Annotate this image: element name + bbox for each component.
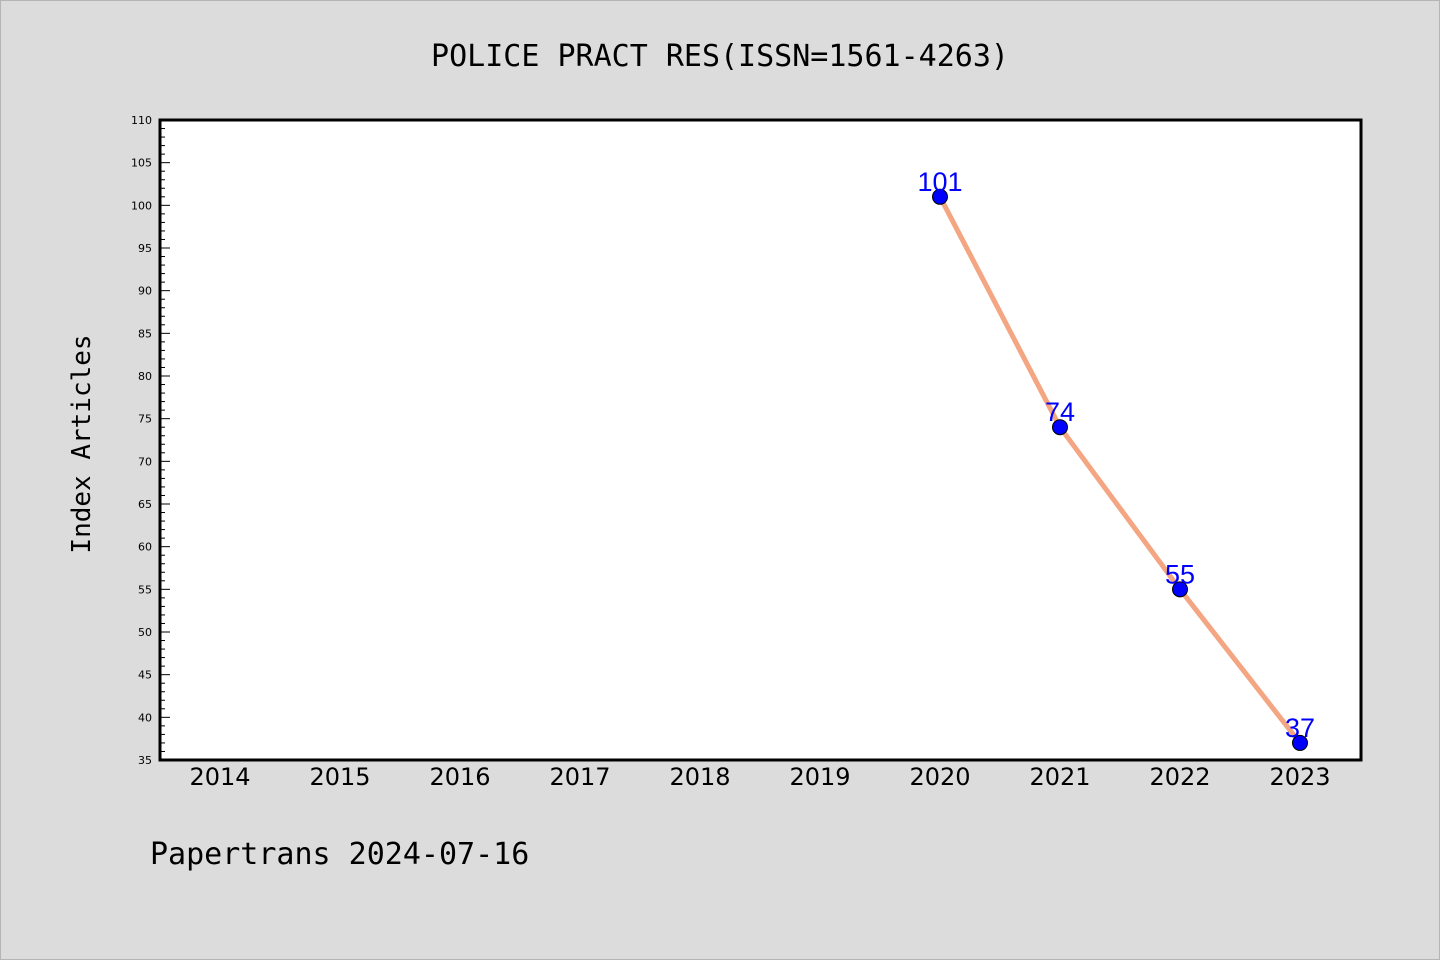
y-tick-label: 90 <box>138 285 152 298</box>
y-tick-label: 80 <box>138 370 152 383</box>
y-tick-label: 60 <box>138 541 152 554</box>
data-point <box>932 188 948 205</box>
plot-border <box>158 118 1363 762</box>
data-label: 55 <box>1165 559 1195 589</box>
chart-title: POLICE PRACT RES(ISSN=1561-4263) <box>431 39 1009 74</box>
x-axis-ticks: 2014 2015 2016 2017 2018 2019 2020 2021 2022 2023 <box>189 763 1330 791</box>
x-tick-label: 2016 <box>429 763 490 791</box>
x-tick-label: 2019 <box>789 763 850 791</box>
x-tick-label: 2020 <box>909 763 970 791</box>
y-tick-label: 95 <box>138 242 152 255</box>
footer-watermark: Papertrans 2024-07-16 <box>150 837 529 872</box>
data-point <box>1292 734 1308 751</box>
x-tick-label: 2018 <box>669 763 730 791</box>
x-tick-label: 2023 <box>1269 763 1330 791</box>
y-tick-label: 75 <box>138 413 152 426</box>
data-point <box>1172 581 1188 598</box>
y-tick-label: 50 <box>138 626 152 639</box>
y-tick-label: 45 <box>138 669 152 682</box>
y-tick-label: 35 <box>138 754 152 767</box>
x-tick-label: 2015 <box>309 763 370 791</box>
plot-area <box>160 120 1361 760</box>
y-tick-label: 40 <box>138 711 152 724</box>
series-layer: 101 74 55 37 <box>917 167 1315 751</box>
y-axis-ticks: 35 40 45 50 55 60 65 70 75 80 85 90 95 100 105 110 <box>131 114 170 767</box>
y-tick-label: 55 <box>138 583 152 596</box>
y-tick-label: 110 <box>131 114 152 127</box>
data-label: 37 <box>1285 713 1315 743</box>
x-tick-label: 2021 <box>1029 763 1090 791</box>
series-line <box>937 194 1303 746</box>
y-tick-label: 100 <box>131 199 152 212</box>
y-tick-label: 85 <box>138 327 152 340</box>
x-tick-label: 2022 <box>1149 763 1210 791</box>
y-axis-label: Index Articles <box>67 334 97 553</box>
y-tick-label: 105 <box>131 157 152 170</box>
y-tick-label: 70 <box>138 455 152 468</box>
x-tick-label: 2017 <box>549 763 610 791</box>
data-label: 101 <box>917 167 962 197</box>
x-tick-label: 2014 <box>189 763 250 791</box>
y-tick-label: 65 <box>138 498 152 511</box>
data-point <box>1052 419 1068 436</box>
data-label: 74 <box>1045 397 1075 427</box>
